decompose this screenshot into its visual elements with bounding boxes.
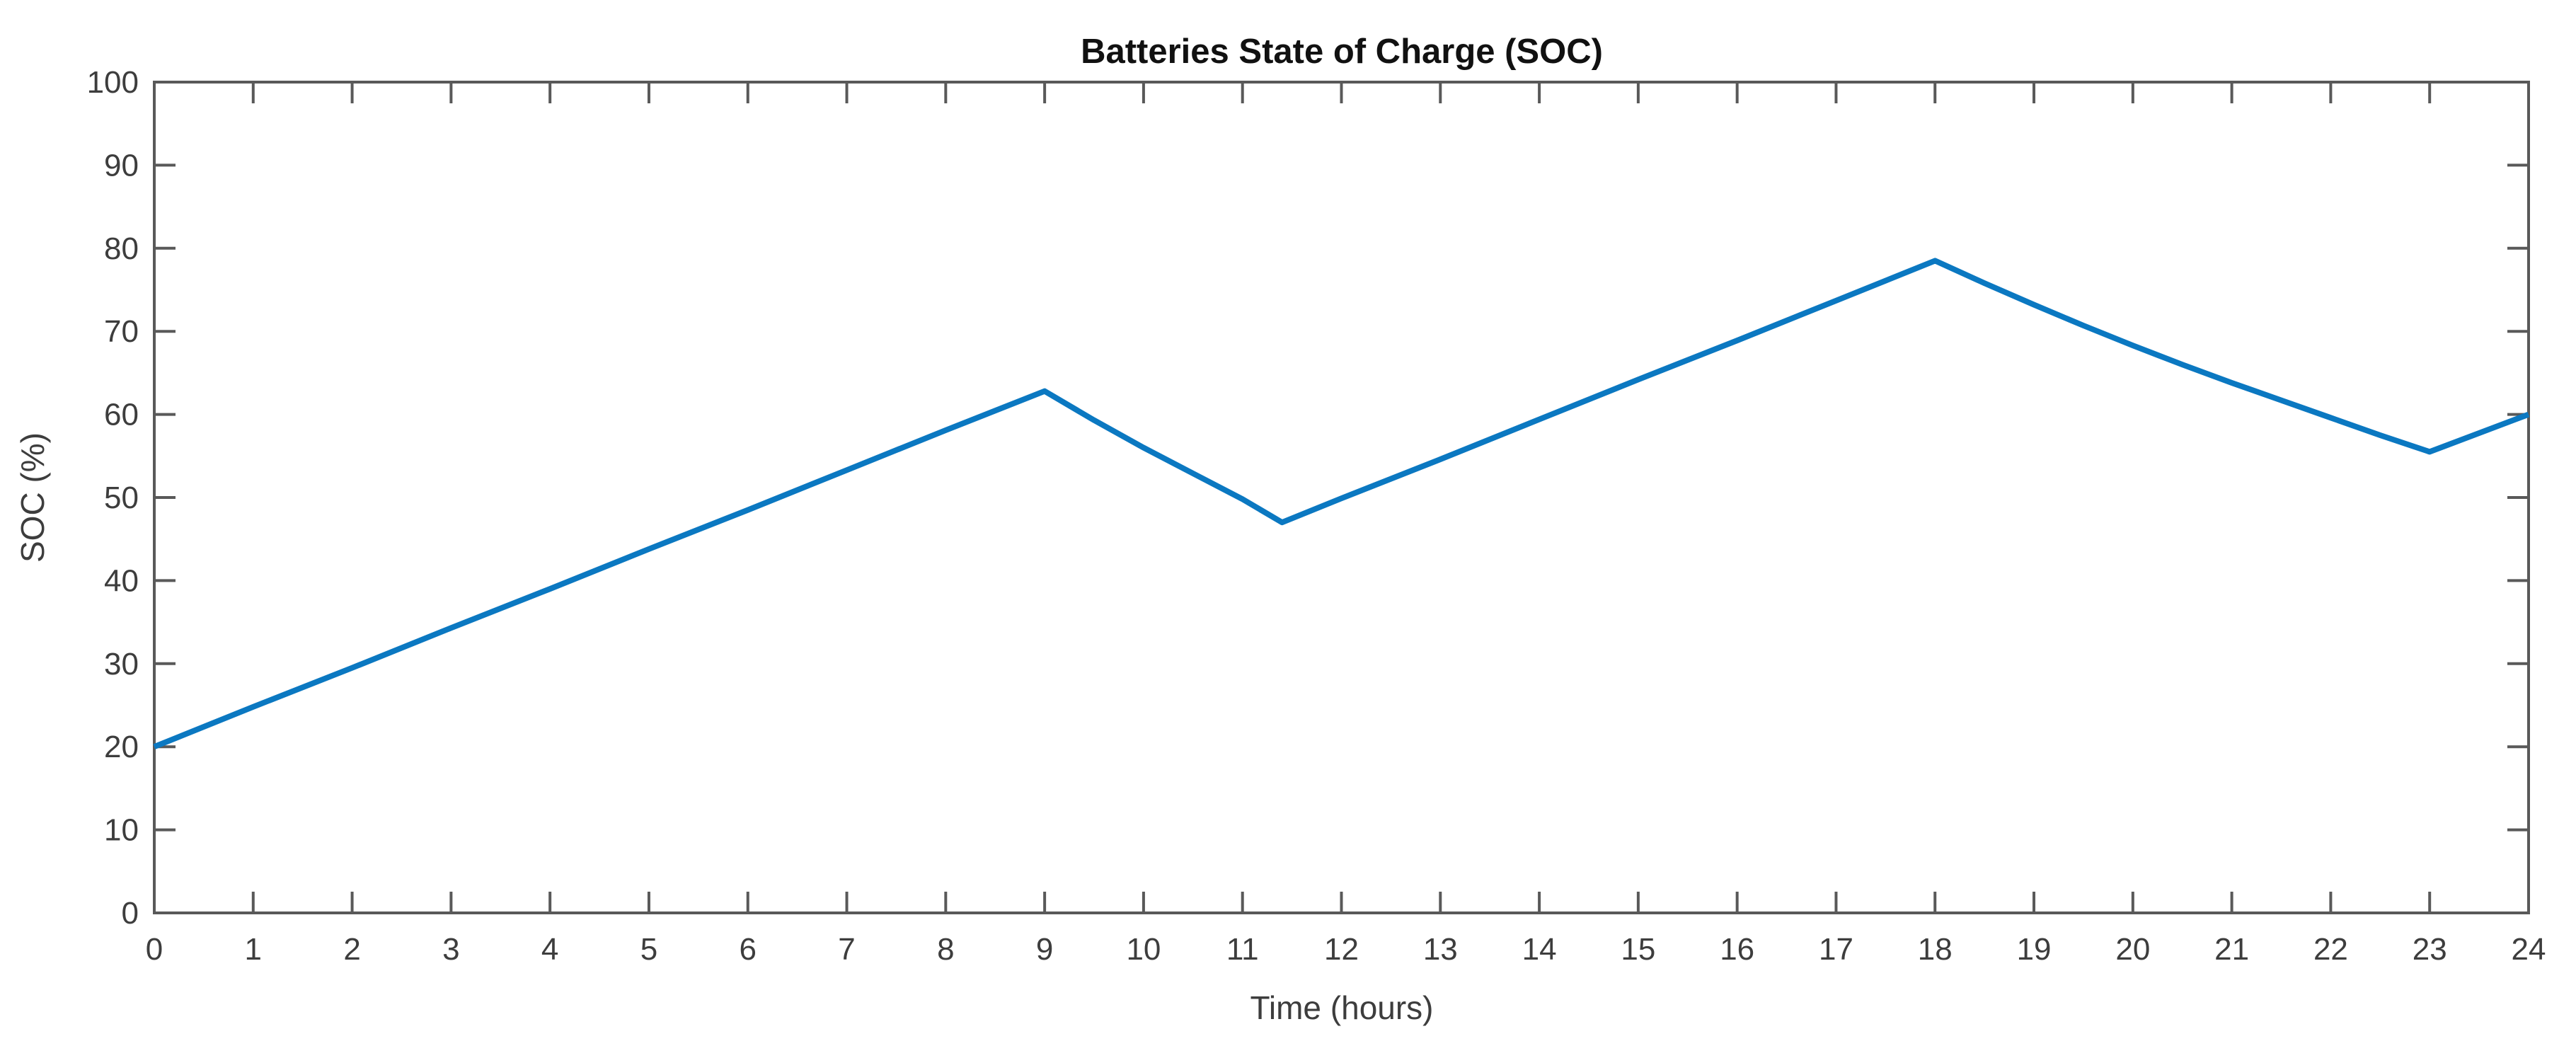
tick-labels: 0 1 2 3 4 5 6 7 8 9 10 11 12 13 14 15 16 17 18 19 20 21 22 23 24… [87, 65, 2546, 967]
x-tick-label: 19 [2017, 932, 2052, 967]
x-tick-label: 9 [1036, 932, 1053, 967]
x-tick-label: 16 [1720, 932, 1754, 967]
y-axis-label: SOC (%) [14, 432, 51, 563]
soc-line-series [153, 258, 2530, 749]
x-tick-label: 12 [1324, 932, 1359, 967]
x-tick-label: 21 [2214, 932, 2249, 967]
x-axis-label: Time (hours) [1250, 989, 1434, 1026]
x-tick-label: 22 [2313, 932, 2348, 967]
x-tick-label: 0 [146, 932, 163, 967]
x-tick-label: 6 [740, 932, 757, 967]
y-tick-label: 10 [104, 813, 139, 848]
x-tick-label: 7 [838, 932, 855, 967]
y-tick-label: 30 [104, 647, 139, 681]
y-tick-label: 90 [104, 148, 139, 183]
y-tick-label: 100 [87, 65, 139, 100]
x-tick-label: 13 [1423, 932, 1458, 967]
x-tick-label: 23 [2413, 932, 2447, 967]
x-tick-label: 4 [541, 932, 558, 967]
x-tick-label: 8 [937, 932, 954, 967]
x-tick-label: 14 [1522, 932, 1557, 967]
tick-marks [153, 81, 2530, 914]
y-tick-label: 80 [104, 231, 139, 266]
x-tick-label: 15 [1621, 932, 1655, 967]
x-tick-label: 3 [442, 932, 459, 967]
y-tick-label: 20 [104, 730, 139, 764]
x-tick-label: 24 [2512, 932, 2546, 967]
x-tick-label: 20 [2115, 932, 2150, 967]
y-tick-label: 50 [104, 481, 139, 515]
y-tick-label: 70 [104, 314, 139, 349]
x-tick-label: 1 [245, 932, 262, 967]
y-tick-label: 0 [122, 896, 139, 931]
x-tick-label: 17 [1819, 932, 1853, 967]
chart-title: Batteries State of Charge (SOC) [1081, 33, 1603, 71]
y-tick-label: 60 [104, 398, 139, 432]
y-tick-label: 40 [104, 563, 139, 598]
x-tick-label: 11 [1226, 932, 1259, 967]
x-tick-label: 18 [1918, 932, 1953, 967]
x-tick-label: 10 [1126, 932, 1161, 967]
x-tick-label: 2 [343, 932, 360, 967]
x-tick-label: 5 [640, 932, 657, 967]
